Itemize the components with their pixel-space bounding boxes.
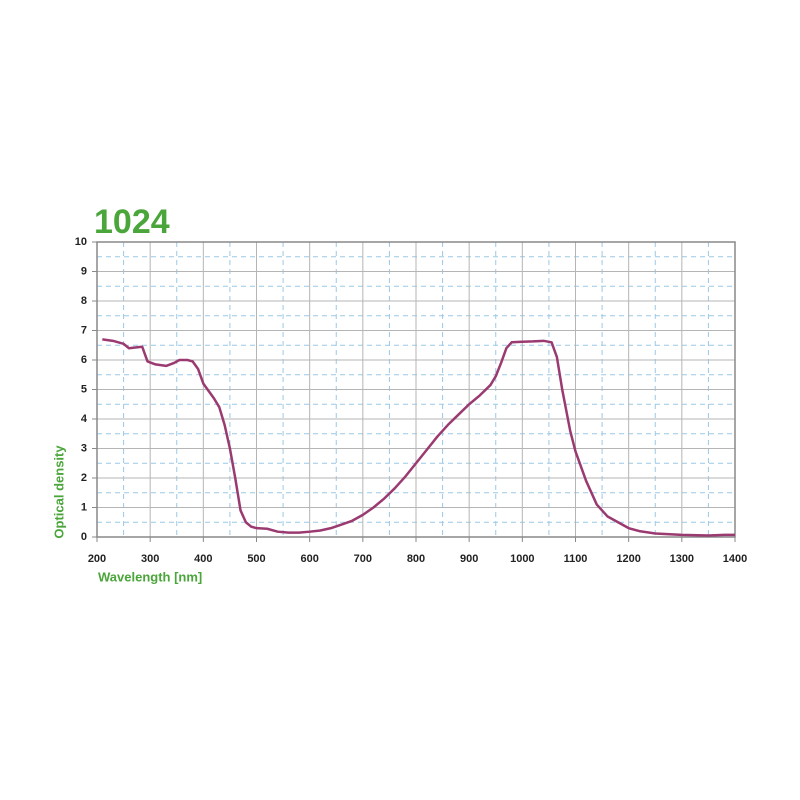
y-tick-label: 6 bbox=[81, 354, 87, 366]
y-tick-label: 5 bbox=[81, 383, 87, 395]
y-tick-label: 4 bbox=[81, 413, 88, 425]
y-axis-label: Optical density bbox=[51, 445, 66, 539]
y-tick-label: 10 bbox=[75, 236, 87, 248]
data-line bbox=[102, 338, 735, 537]
y-tick-label: 7 bbox=[81, 324, 87, 336]
x-tick-label: 1300 bbox=[670, 553, 694, 565]
x-tick-label: 200 bbox=[88, 553, 106, 565]
y-tick-label: 3 bbox=[81, 442, 87, 454]
y-tick-label: 0 bbox=[81, 531, 87, 543]
x-tick-label: 1400 bbox=[723, 553, 747, 565]
y-tick-label: 1 bbox=[81, 501, 87, 513]
chart-title: 1024 bbox=[94, 203, 170, 241]
y-tick-label: 2 bbox=[81, 472, 87, 484]
x-tick-label: 900 bbox=[460, 553, 478, 565]
x-tick-label: 500 bbox=[247, 553, 265, 565]
plot-frame bbox=[96, 241, 736, 538]
x-axis-label: Wavelength [nm] bbox=[98, 569, 202, 584]
x-tick-label: 800 bbox=[407, 553, 425, 565]
x-tick-label: 600 bbox=[300, 553, 318, 565]
x-tick-label: 300 bbox=[141, 553, 159, 565]
y-tick-label: 9 bbox=[81, 265, 87, 277]
x-tick-label: 1200 bbox=[616, 553, 640, 565]
x-tick-label: 700 bbox=[354, 553, 372, 565]
y-tick-label: 8 bbox=[81, 295, 87, 307]
x-tick-label: 1000 bbox=[510, 553, 534, 565]
x-tick-label: 1100 bbox=[564, 553, 588, 565]
x-tick-label: 400 bbox=[194, 553, 212, 565]
